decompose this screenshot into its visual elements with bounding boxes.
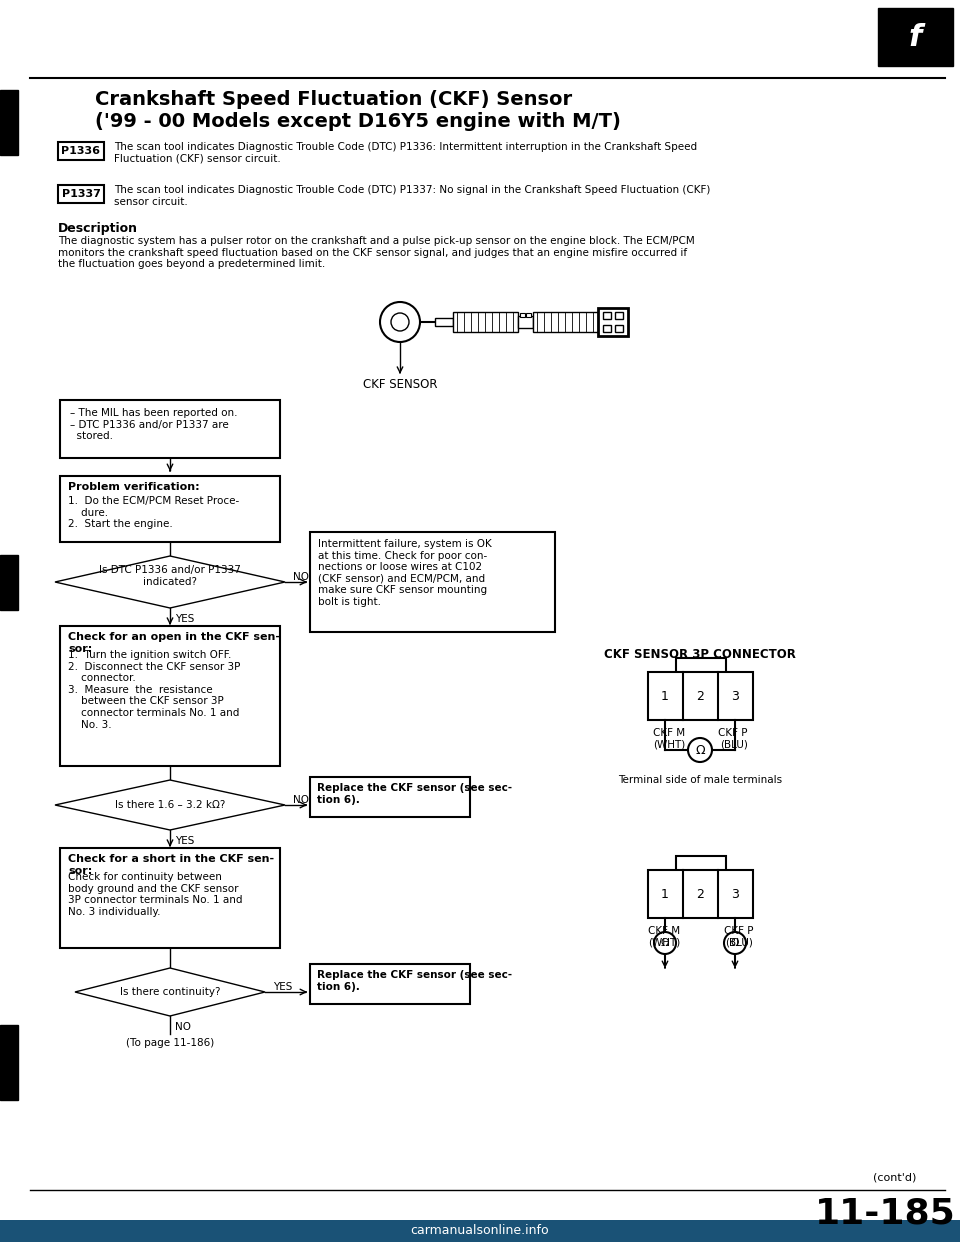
FancyBboxPatch shape xyxy=(533,312,598,332)
Circle shape xyxy=(391,313,409,332)
Text: Ω: Ω xyxy=(660,938,669,948)
Text: CKF SENSOR 3P CONNECTOR: CKF SENSOR 3P CONNECTOR xyxy=(604,648,796,661)
Circle shape xyxy=(654,932,676,954)
Text: CKF M
(WHT): CKF M (WHT) xyxy=(653,728,685,750)
Text: The scan tool indicates Diagnostic Trouble Code (DTC) P1336: Intermittent interr: The scan tool indicates Diagnostic Troub… xyxy=(114,142,697,164)
Text: ('99 - 00 Models except D16Y5 engine with M/T): ('99 - 00 Models except D16Y5 engine wit… xyxy=(95,112,621,130)
Polygon shape xyxy=(55,780,285,830)
Text: Replace the CKF sensor (see sec-
tion 6).: Replace the CKF sensor (see sec- tion 6)… xyxy=(317,970,512,991)
FancyBboxPatch shape xyxy=(58,185,104,202)
FancyBboxPatch shape xyxy=(676,856,726,872)
Text: 1: 1 xyxy=(661,888,669,900)
Text: Ω: Ω xyxy=(731,938,739,948)
Text: 1.  Do the ECM/PCM Reset Proce-
    dure.
2.  Start the engine.: 1. Do the ECM/PCM Reset Proce- dure. 2. … xyxy=(68,496,239,529)
Text: Is DTC P1336 and/or P1337
indicated?: Is DTC P1336 and/or P1337 indicated? xyxy=(99,565,241,586)
Text: P1337: P1337 xyxy=(61,189,101,199)
FancyBboxPatch shape xyxy=(0,1025,18,1100)
Text: NO: NO xyxy=(293,573,309,582)
Text: Check for a short in the CKF sen-
sor:: Check for a short in the CKF sen- sor: xyxy=(68,854,275,876)
Text: CKF SENSOR: CKF SENSOR xyxy=(363,378,437,391)
Text: The scan tool indicates Diagnostic Trouble Code (DTC) P1337: No signal in the Cr: The scan tool indicates Diagnostic Troub… xyxy=(114,185,710,206)
Text: P1336: P1336 xyxy=(61,147,101,156)
FancyBboxPatch shape xyxy=(0,555,18,610)
Text: Problem verification:: Problem verification: xyxy=(68,482,200,492)
FancyBboxPatch shape xyxy=(520,313,525,317)
Text: Check for continuity between
body ground and the CKF sensor
3P connector termina: Check for continuity between body ground… xyxy=(68,872,243,917)
Text: Check for an open in the CKF sen-
sor:: Check for an open in the CKF sen- sor: xyxy=(68,632,280,653)
Text: YES: YES xyxy=(175,614,194,623)
FancyBboxPatch shape xyxy=(310,532,555,632)
Text: 3: 3 xyxy=(732,888,739,900)
Text: YES: YES xyxy=(175,836,194,846)
Text: Intermittent failure, system is OK
at this time. Check for poor con-
nections or: Intermittent failure, system is OK at th… xyxy=(318,539,492,607)
FancyBboxPatch shape xyxy=(648,869,753,918)
Text: CKF M
(WHT): CKF M (WHT) xyxy=(648,927,681,948)
FancyBboxPatch shape xyxy=(58,142,104,160)
Text: YES: YES xyxy=(273,982,293,992)
FancyBboxPatch shape xyxy=(648,672,753,720)
FancyBboxPatch shape xyxy=(60,400,280,458)
FancyBboxPatch shape xyxy=(518,315,533,328)
FancyBboxPatch shape xyxy=(526,313,531,317)
Text: 1.  Turn the ignition switch OFF.
2.  Disconnect the CKF sensor 3P
    connector: 1. Turn the ignition switch OFF. 2. Disc… xyxy=(68,650,240,729)
Text: 2: 2 xyxy=(696,888,704,900)
FancyBboxPatch shape xyxy=(310,777,470,817)
FancyBboxPatch shape xyxy=(453,312,518,332)
Text: – The MIL has been reported on.
– DTC P1336 and/or P1337 are
  stored.: – The MIL has been reported on. – DTC P1… xyxy=(70,409,237,441)
FancyBboxPatch shape xyxy=(603,312,611,319)
Text: NO: NO xyxy=(293,795,309,805)
Circle shape xyxy=(380,302,420,342)
Polygon shape xyxy=(75,968,265,1016)
Text: CKF P
(BLU): CKF P (BLU) xyxy=(718,728,748,750)
Text: Replace the CKF sensor (see sec-
tion 6).: Replace the CKF sensor (see sec- tion 6)… xyxy=(317,782,512,805)
FancyBboxPatch shape xyxy=(615,325,623,332)
Text: Description: Description xyxy=(58,222,138,235)
FancyBboxPatch shape xyxy=(435,318,453,325)
Text: Ω: Ω xyxy=(695,744,705,756)
Text: 3: 3 xyxy=(732,689,739,703)
Text: Is there continuity?: Is there continuity? xyxy=(120,987,220,997)
FancyBboxPatch shape xyxy=(60,848,280,948)
Text: carmanualsonline.info: carmanualsonline.info xyxy=(411,1225,549,1237)
FancyBboxPatch shape xyxy=(603,325,611,332)
FancyBboxPatch shape xyxy=(310,964,470,1004)
Text: NO: NO xyxy=(175,1022,191,1032)
Text: 11-185: 11-185 xyxy=(815,1196,955,1230)
Text: (cont'd): (cont'd) xyxy=(874,1172,917,1182)
Text: Crankshaft Speed Fluctuation (CKF) Sensor: Crankshaft Speed Fluctuation (CKF) Senso… xyxy=(95,89,572,109)
Text: CKF P
(BLU): CKF P (BLU) xyxy=(724,927,753,948)
Text: The diagnostic system has a pulser rotor on the crankshaft and a pulse pick-up s: The diagnostic system has a pulser rotor… xyxy=(58,236,695,270)
FancyBboxPatch shape xyxy=(60,626,280,766)
Polygon shape xyxy=(55,556,285,609)
FancyBboxPatch shape xyxy=(60,476,280,542)
Circle shape xyxy=(724,932,746,954)
Text: 2: 2 xyxy=(696,689,704,703)
Text: Terminal side of male terminals: Terminal side of male terminals xyxy=(618,775,782,785)
FancyBboxPatch shape xyxy=(0,89,18,155)
Text: f: f xyxy=(908,22,922,51)
Circle shape xyxy=(688,738,712,763)
FancyBboxPatch shape xyxy=(615,312,623,319)
Text: Is there 1.6 – 3.2 kΩ?: Is there 1.6 – 3.2 kΩ? xyxy=(115,800,226,810)
FancyBboxPatch shape xyxy=(878,7,953,66)
FancyBboxPatch shape xyxy=(676,658,726,674)
Text: 1: 1 xyxy=(661,689,669,703)
FancyBboxPatch shape xyxy=(598,308,628,337)
Text: (To page 11-186): (To page 11-186) xyxy=(126,1038,214,1048)
FancyBboxPatch shape xyxy=(0,1220,960,1242)
